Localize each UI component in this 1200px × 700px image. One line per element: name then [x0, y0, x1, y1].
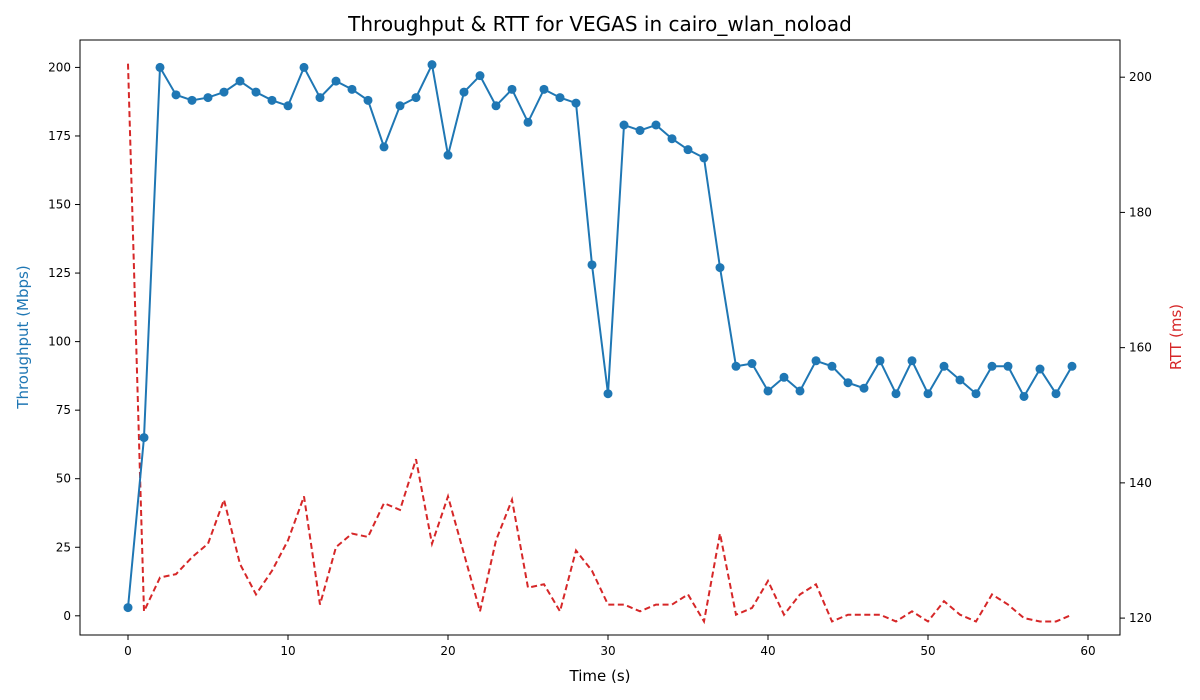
throughput-point: [347, 84, 357, 94]
throughput-point: [171, 90, 181, 100]
rtt-line: [127, 63, 1073, 625]
throughput-point: [443, 150, 453, 160]
throughput-point: [459, 87, 469, 97]
throughput-point: [523, 117, 533, 127]
throughput-point: [699, 153, 709, 163]
throughput-point: [795, 386, 805, 396]
x-tick-label: 10: [280, 644, 295, 658]
throughput-point: [219, 87, 229, 97]
throughput-point: [811, 356, 821, 366]
throughput-point: [267, 95, 277, 105]
y-left-tick-label: 75: [56, 403, 71, 417]
throughput-point: [475, 71, 485, 81]
y-axis-right: 120 140 160 180 200: [1120, 70, 1152, 625]
throughput-point: [747, 359, 757, 369]
throughput-point: [539, 84, 549, 94]
throughput-point: [283, 101, 293, 111]
throughput-point: [139, 433, 149, 443]
y-left-tick-label: 175: [48, 129, 71, 143]
throughput-point: [971, 389, 981, 399]
throughput-point: [203, 93, 213, 103]
throughput-point: [875, 356, 885, 366]
throughput-point: [1067, 361, 1077, 371]
throughput-point: [395, 101, 405, 111]
throughput-point: [427, 60, 437, 70]
throughput-point: [731, 361, 741, 371]
throughput-point: [187, 95, 197, 105]
throughput-point: [235, 76, 245, 86]
throughput-point: [587, 260, 597, 270]
y-right-tick-label: 140: [1129, 476, 1152, 490]
throughput-point: [859, 383, 869, 393]
throughput-point: [907, 356, 917, 366]
throughput-point: [379, 142, 389, 152]
throughput-point: [411, 93, 421, 103]
series-layer: [123, 60, 1077, 625]
y-axis-right-label: RTT (ms): [1167, 304, 1185, 370]
y-left-tick-label: 0: [63, 609, 71, 623]
y-left-tick-label: 200: [48, 60, 71, 74]
throughput-point: [491, 101, 501, 111]
throughput-point: [315, 93, 325, 103]
x-axis-label: Time (s): [569, 667, 631, 685]
throughput-point: [1035, 364, 1045, 374]
throughput-point: [955, 375, 965, 385]
x-tick-label: 0: [124, 644, 132, 658]
throughput-point: [635, 125, 645, 135]
throughput-point: [571, 98, 581, 108]
throughput-point: [251, 87, 261, 97]
x-tick-label: 60: [1080, 644, 1095, 658]
y-axis-left-label: Throughput (Mbps): [14, 265, 32, 409]
throughput-point: [843, 378, 853, 388]
throughput-point: [683, 145, 693, 155]
throughput-point: [651, 120, 661, 130]
y-left-tick-label: 50: [56, 472, 71, 486]
throughput-point: [763, 386, 773, 396]
throughput-point: [827, 361, 837, 371]
throughput-point: [619, 120, 629, 130]
throughput-point: [923, 389, 933, 399]
y-right-tick-label: 180: [1129, 205, 1152, 219]
throughput-point: [1003, 361, 1013, 371]
y-right-tick-label: 160: [1129, 341, 1152, 355]
throughput-point: [155, 62, 165, 72]
throughput-point: [603, 389, 613, 399]
plot-frame: [79, 39, 1121, 636]
throughput-point: [555, 93, 565, 103]
throughput-point: [891, 389, 901, 399]
x-axis: 0 10 20 30 40 50 60: [124, 635, 1096, 658]
throughput-point: [1019, 391, 1029, 401]
y-left-tick-label: 100: [48, 335, 71, 349]
y-left-tick-label: 125: [48, 266, 71, 280]
y-axis-left: 0 25 50 75 100 125 150 175 200: [48, 60, 80, 623]
throughput-point: [123, 603, 133, 613]
throughput-point: [299, 62, 309, 72]
throughput-point: [939, 361, 949, 371]
throughput-point: [507, 84, 517, 94]
x-tick-label: 30: [600, 644, 615, 658]
throughput-point: [987, 361, 997, 371]
y-left-tick-label: 150: [48, 198, 71, 212]
y-right-tick-label: 200: [1129, 70, 1152, 84]
throughput-point: [363, 95, 373, 105]
chart-title: Throughput & RTT for VEGAS in cairo_wlan…: [347, 12, 852, 36]
throughput-point: [331, 76, 341, 86]
y-left-tick-label: 25: [56, 540, 71, 554]
x-tick-label: 40: [760, 644, 775, 658]
x-tick-label: 50: [920, 644, 935, 658]
throughput-point: [779, 372, 789, 382]
throughput-point: [667, 134, 677, 144]
x-tick-label: 20: [440, 644, 455, 658]
throughput-point: [1051, 389, 1061, 399]
y-right-tick-label: 120: [1129, 611, 1152, 625]
throughput-point: [715, 263, 725, 273]
